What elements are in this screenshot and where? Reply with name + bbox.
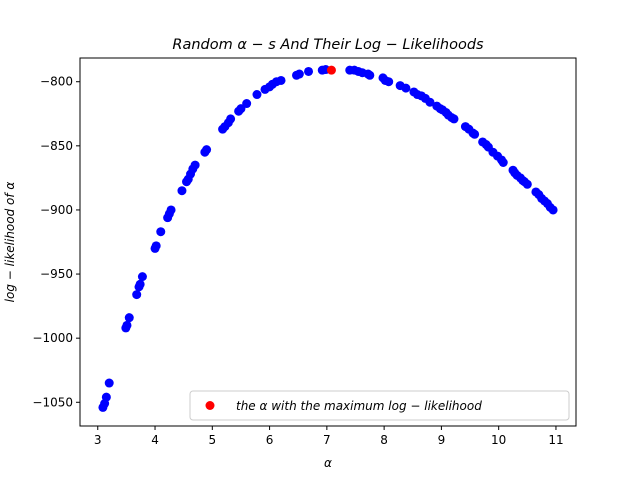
data-point bbox=[522, 179, 532, 189]
x-axis-ticks: 3 4 5 6 7 8 9 10 11 bbox=[94, 426, 564, 447]
data-point bbox=[202, 145, 212, 155]
y-axis-ticks: −800 −850 −900 −950 −1000 −1050 bbox=[32, 75, 80, 409]
data-point bbox=[156, 227, 166, 237]
data-point bbox=[226, 114, 236, 124]
y-tick-label: −950 bbox=[40, 267, 73, 281]
data-point bbox=[401, 83, 411, 93]
x-tick-label: 11 bbox=[548, 433, 563, 447]
y-tick-label: −800 bbox=[40, 75, 73, 89]
x-tick-label: 10 bbox=[491, 433, 506, 447]
legend: the α with the maximum log − likelihood bbox=[189, 390, 570, 421]
x-tick-label: 8 bbox=[380, 433, 388, 447]
data-point bbox=[236, 104, 246, 114]
x-tick-label: 5 bbox=[208, 433, 216, 447]
data-point bbox=[252, 90, 262, 100]
legend-marker-max bbox=[205, 401, 215, 410]
data-point bbox=[242, 99, 252, 109]
data-point bbox=[104, 378, 114, 388]
plot-background bbox=[80, 58, 576, 426]
data-point bbox=[470, 129, 480, 139]
data-point bbox=[425, 97, 435, 107]
data-point bbox=[132, 290, 142, 300]
y-tick-label: −1000 bbox=[32, 331, 73, 345]
max-likelihood-point bbox=[326, 65, 336, 75]
y-tick-label: −900 bbox=[40, 203, 73, 217]
plot-area bbox=[80, 58, 576, 426]
data-point bbox=[137, 272, 147, 282]
x-tick-label: 9 bbox=[438, 433, 446, 447]
data-point bbox=[151, 241, 161, 251]
x-tick-label: 6 bbox=[266, 433, 274, 447]
legend-box bbox=[189, 390, 570, 421]
y-axis-label: log − likelihood of α bbox=[3, 182, 17, 303]
data-point bbox=[276, 75, 286, 85]
data-point bbox=[365, 70, 375, 80]
axes-frame bbox=[79, 57, 577, 427]
legend-label-max: the α with the maximum log − likelihood bbox=[236, 399, 482, 413]
data-point bbox=[101, 392, 111, 402]
y-tick-label: −850 bbox=[40, 139, 73, 153]
x-tick-label: 3 bbox=[94, 433, 102, 447]
y-tick-label: −1050 bbox=[32, 395, 73, 409]
data-point bbox=[384, 77, 394, 87]
x-axis-label: α bbox=[324, 456, 332, 470]
data-point bbox=[294, 69, 304, 79]
x-tick-label: 7 bbox=[323, 433, 331, 447]
x-tick-label: 4 bbox=[151, 433, 159, 447]
data-point bbox=[498, 158, 508, 167]
data-point bbox=[135, 279, 145, 289]
data-point bbox=[304, 66, 314, 76]
chart-title: Random α − s And Their Log − Likelihoods bbox=[172, 37, 484, 53]
data-point bbox=[548, 205, 558, 215]
data-point bbox=[190, 160, 200, 170]
data-point bbox=[177, 186, 187, 196]
data-point bbox=[449, 114, 459, 124]
data-point bbox=[122, 320, 132, 330]
data-point bbox=[124, 313, 134, 323]
data-points bbox=[98, 65, 558, 412]
data-point bbox=[166, 205, 176, 215]
